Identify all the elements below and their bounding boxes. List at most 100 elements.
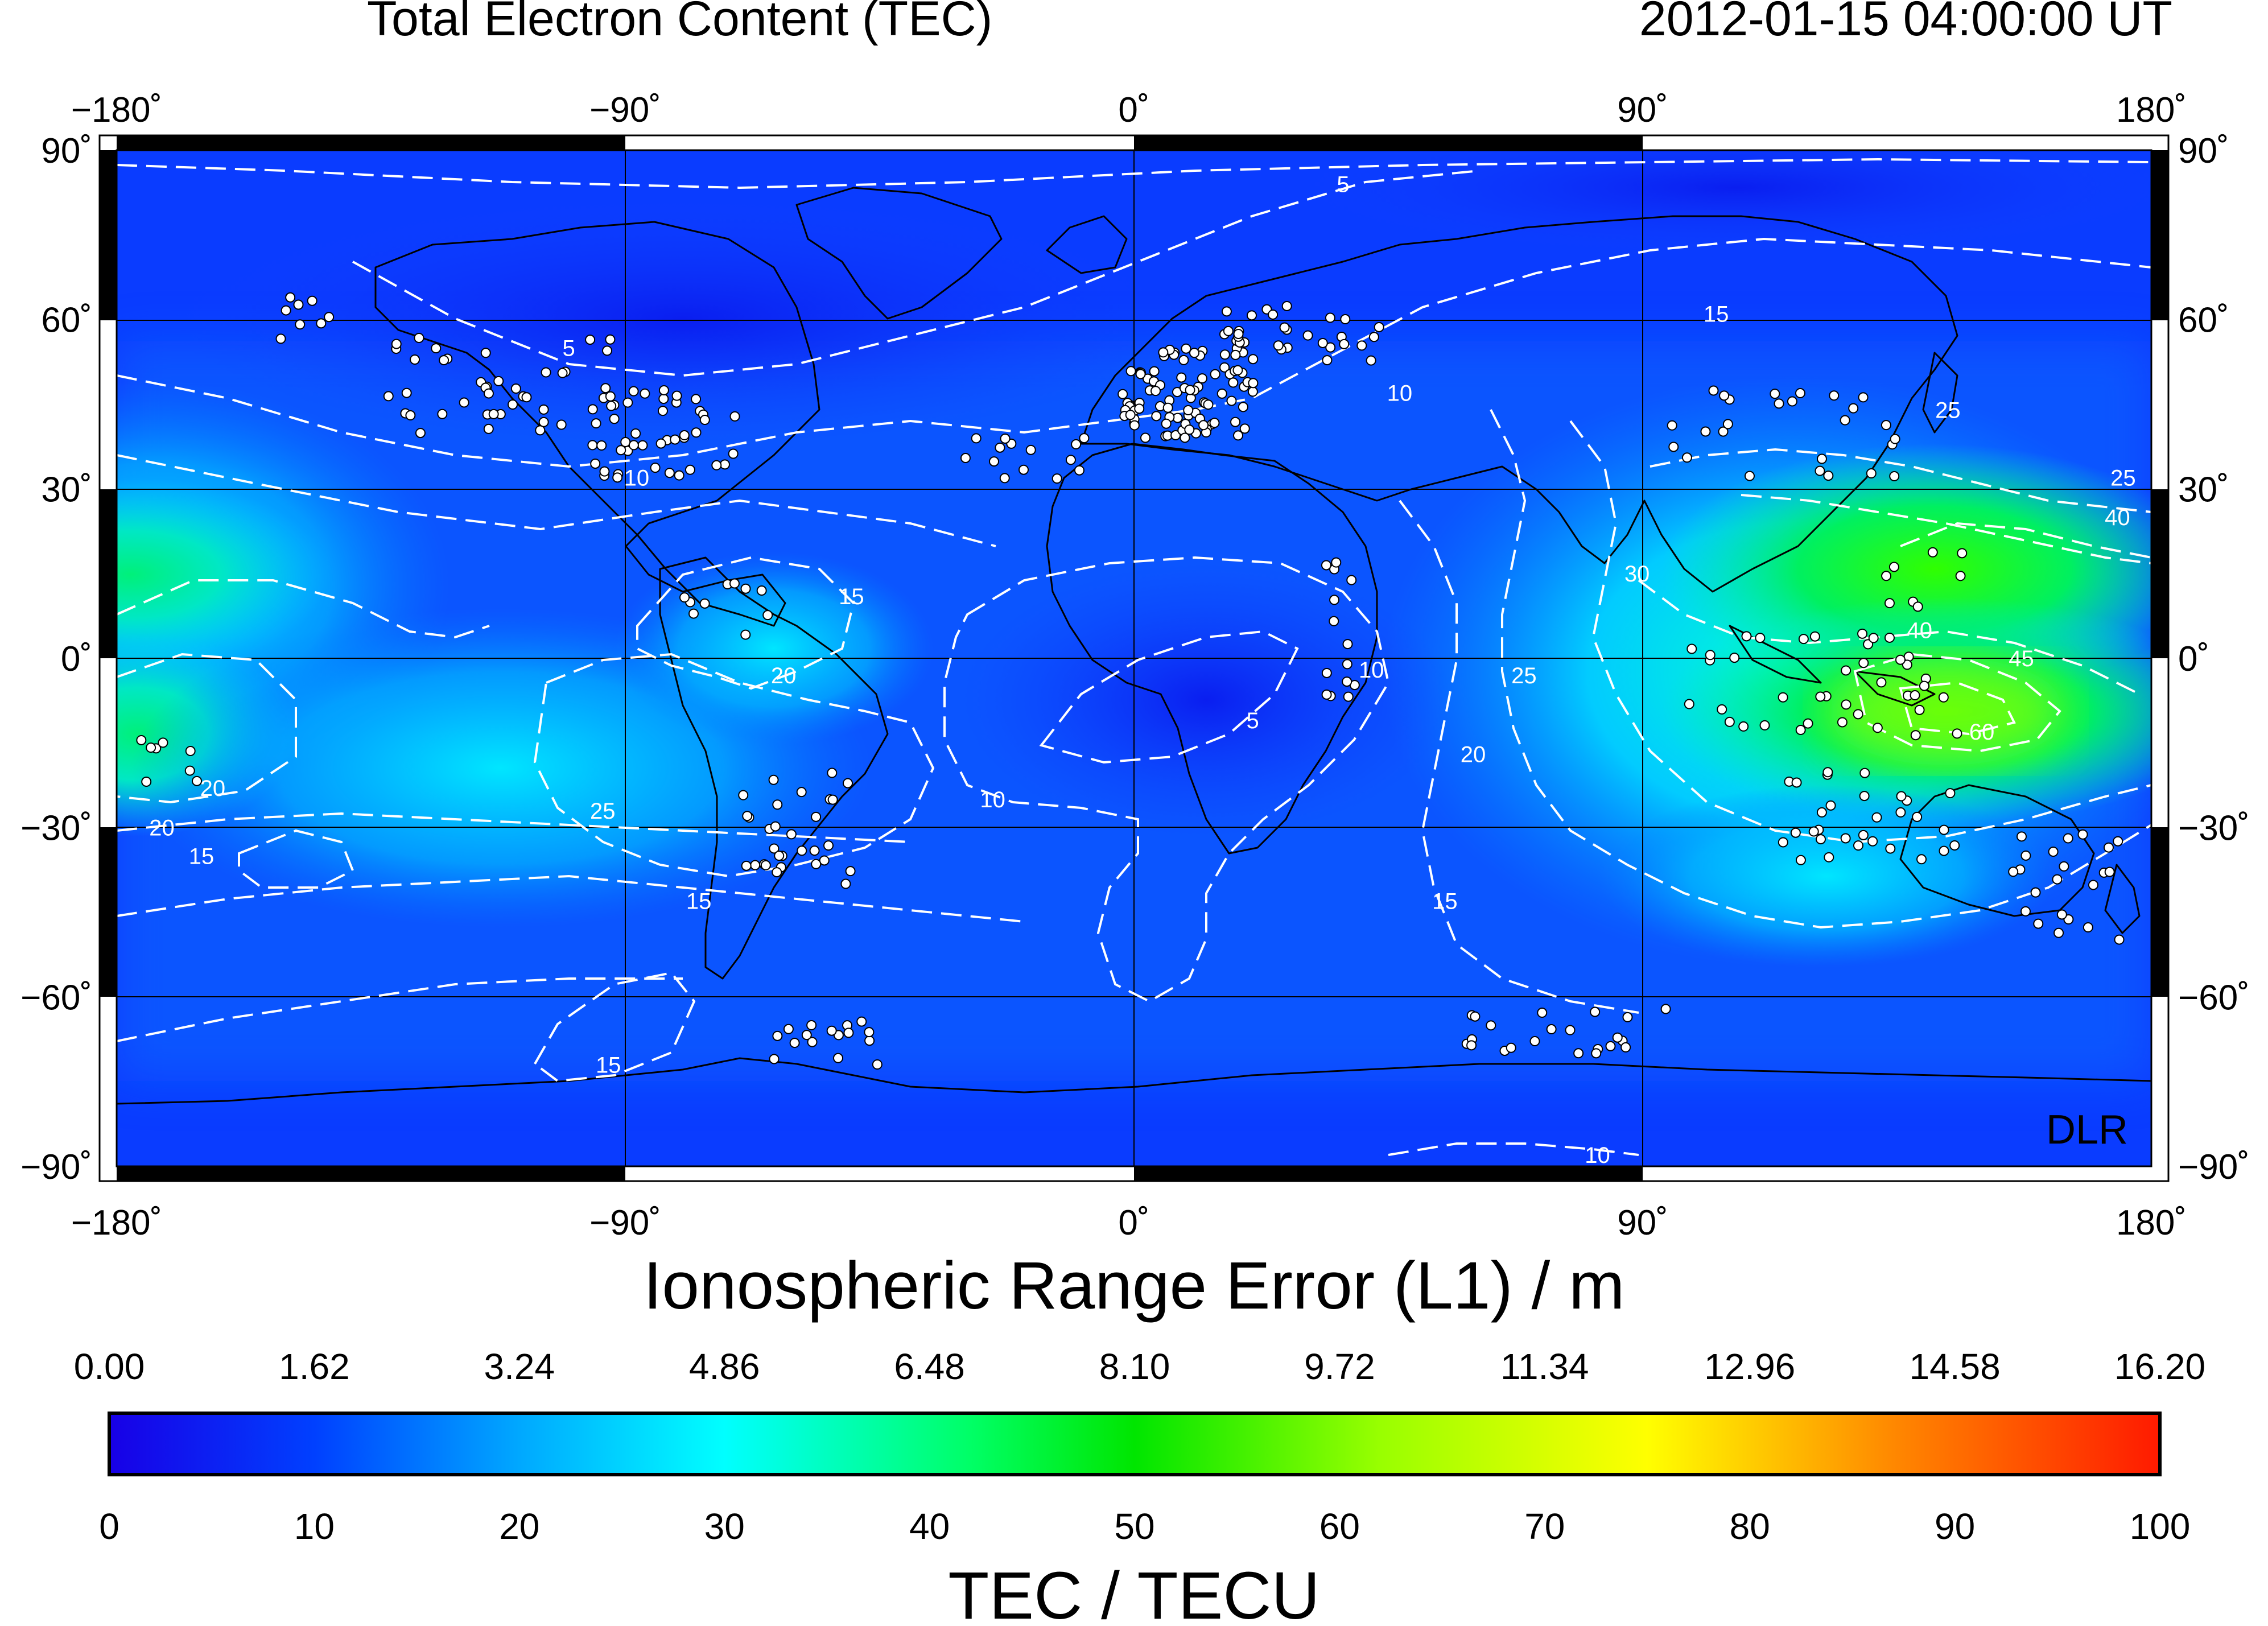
station-marker — [1774, 398, 1784, 409]
station-marker — [391, 339, 402, 349]
station-marker — [1321, 667, 1332, 678]
station-marker — [1605, 1041, 1616, 1051]
station-marker — [1795, 388, 1805, 399]
station-marker — [410, 354, 420, 365]
station-marker — [809, 845, 820, 856]
station-marker — [1729, 653, 1740, 663]
station-marker — [1342, 659, 1352, 670]
station-marker — [535, 425, 546, 436]
station-marker — [833, 1053, 844, 1063]
station-marker — [1176, 372, 1187, 383]
colorbar-bottom-tick: 100 — [2130, 1506, 2191, 1547]
station-marker — [1829, 390, 1840, 401]
colorbar-top-tick: 12.96 — [1704, 1346, 1795, 1387]
station-marker — [728, 448, 739, 459]
station-marker — [1170, 430, 1181, 440]
station-marker — [1816, 807, 1827, 818]
colorbar-bottom-tick: 0 — [99, 1506, 119, 1547]
station-marker — [1161, 418, 1172, 429]
tec-map: 5 5 10 10 15 15 20 10 5 10 20 15 25 30 25 25 40 40 45 60 25 2… — [98, 134, 2170, 1182]
station-marker — [1837, 717, 1848, 728]
station-marker — [1281, 300, 1292, 311]
station-marker — [796, 787, 807, 798]
contour-label: 25 — [1511, 663, 1537, 688]
contour-label: 5 — [1337, 172, 1349, 197]
station-marker — [1223, 325, 1234, 336]
station-marker — [1135, 369, 1146, 379]
contour-label: 15 — [596, 1053, 621, 1078]
colorbar-bottom-tick: 20 — [499, 1506, 539, 1547]
colorbar-top-ticks: 0.00 1.62 3.24 4.86 6.48 8.10 9.72 11.34 12.96 14… — [74, 1346, 2205, 1387]
station-marker — [1914, 704, 1925, 715]
station-marker — [1681, 452, 1692, 463]
station-marker — [1895, 654, 1906, 665]
colorbar-top-tick: 1.62 — [279, 1346, 350, 1387]
station-marker — [1778, 692, 1788, 703]
contour-label: 10 — [1359, 658, 1384, 683]
station-marker — [1795, 855, 1806, 865]
station-marker — [1203, 399, 1214, 410]
station-marker — [1466, 1040, 1477, 1051]
station-marker — [1198, 420, 1209, 431]
station-marker — [488, 408, 499, 419]
contour-label: 25 — [1935, 398, 1961, 423]
station-marker — [679, 430, 690, 441]
station-marker — [1770, 389, 1780, 399]
colorbar-bottom-tick: 50 — [1114, 1506, 1154, 1547]
station-marker — [2020, 850, 2031, 861]
station-marker — [742, 811, 753, 822]
station-marker — [1149, 366, 1160, 377]
station-marker — [774, 851, 785, 861]
station-marker — [1841, 699, 1851, 710]
station-marker — [719, 459, 730, 470]
station-marker — [1803, 718, 1813, 729]
station-marker — [1180, 432, 1190, 443]
contour-label: 5 — [1246, 708, 1259, 733]
station-marker — [1125, 366, 1136, 377]
station-marker — [1787, 396, 1797, 407]
colorbar-top-tick: 3.24 — [484, 1346, 555, 1387]
colorbar-bottom-tick: 30 — [704, 1506, 745, 1547]
station-marker — [1876, 677, 1887, 688]
station-marker — [711, 460, 722, 471]
contour-label: 15 — [839, 584, 864, 609]
station-marker — [1808, 826, 1819, 837]
station-marker — [2088, 880, 2098, 890]
station-marker — [864, 1035, 875, 1046]
station-marker — [1230, 416, 1241, 427]
contour-label: 10 — [1387, 381, 1413, 406]
station-marker — [1000, 433, 1011, 444]
station-marker — [146, 742, 156, 753]
station-marker — [1939, 845, 1949, 856]
station-marker — [1859, 791, 1870, 802]
station-marker — [1868, 633, 1879, 643]
station-marker — [1778, 837, 1788, 848]
station-marker — [1183, 405, 1194, 415]
receiver-stations — [136, 292, 2125, 1070]
station-marker — [275, 333, 286, 344]
lon-tick-top: −180˚ — [71, 90, 162, 130]
station-marker — [1591, 1048, 1602, 1059]
station-marker — [1668, 441, 1679, 452]
station-marker — [783, 1024, 794, 1034]
station-marker — [1857, 628, 1868, 639]
station-marker — [1686, 643, 1697, 654]
station-marker — [1074, 465, 1084, 476]
station-marker — [772, 867, 782, 878]
station-marker — [459, 397, 469, 408]
station-marker — [740, 583, 751, 594]
station-marker — [600, 383, 611, 394]
station-marker — [1902, 659, 1912, 670]
lat-tick-right: 60˚ — [2178, 301, 2229, 340]
colorbar-bottom-tick: 80 — [1730, 1506, 1770, 1547]
station-marker — [605, 334, 616, 345]
colorbar-bottom-tick: 70 — [1524, 1506, 1565, 1547]
graticule — [117, 150, 2151, 1166]
station-marker — [136, 734, 147, 745]
station-marker — [2077, 829, 2088, 840]
station-marker — [2048, 847, 2059, 857]
station-marker — [1815, 691, 1826, 702]
station-marker — [1620, 1042, 1631, 1053]
station-marker — [1329, 616, 1339, 626]
contour-label: 15 — [189, 844, 215, 869]
